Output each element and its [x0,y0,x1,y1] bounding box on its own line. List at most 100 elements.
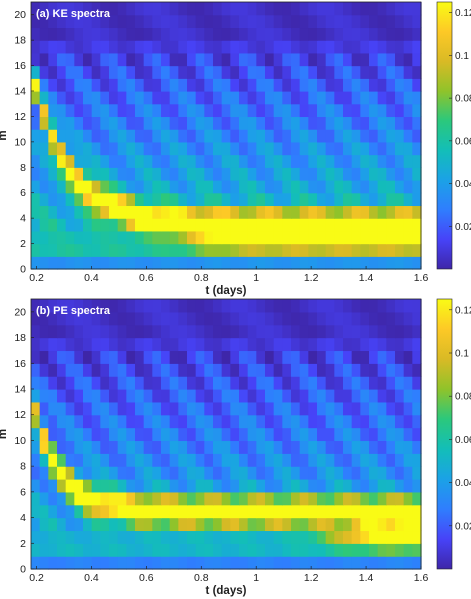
heatmap-cell [377,376,387,390]
heatmap-cell [282,337,292,352]
heatmap-cell [308,414,318,429]
heatmap-cell [187,52,197,67]
heatmap-cell [74,556,84,570]
heatmap-cell [369,376,379,390]
heatmap-cell [343,491,353,506]
heatmap-cell [169,427,179,442]
heatmap-cell [369,243,379,257]
heatmap-cell [360,78,370,92]
heatmap-cell [161,311,171,326]
heatmap-cell [334,230,344,245]
heatmap-cell [65,65,75,79]
heatmap-cell [317,205,327,219]
heatmap-cell [273,337,283,352]
heatmap-cell [152,299,162,313]
heatmap-cell [100,299,110,313]
heatmap-cell [291,14,301,29]
heatmap-cell [265,230,275,245]
heatmap-cell [152,556,162,570]
heatmap-cell [204,479,214,493]
heatmap-cell [135,78,145,92]
heatmap-cell [325,141,335,156]
heatmap-cell [273,218,283,232]
heatmap-cell [221,129,231,143]
heatmap-cell [221,350,231,364]
heatmap-cell [265,14,275,29]
heatmap-cell [351,389,361,403]
heatmap-cell [100,543,110,557]
heatmap-cell [239,543,249,557]
heatmap-cell [195,479,205,493]
heatmap-cell [343,311,353,326]
heatmap-cell [282,543,292,557]
heatmap-cell [161,324,171,339]
heatmap-cell [343,27,353,41]
heatmap-cell [395,517,405,532]
heatmap-cell [48,154,58,168]
heatmap-cell [91,363,101,377]
heatmap-cell [48,256,58,270]
heatmap-cell [282,491,292,506]
heatmap-cell [126,78,136,92]
heatmap-cell [395,52,405,67]
heatmap-cell [100,167,110,181]
heatmap-cell [369,414,379,429]
heatmap-cell [360,243,370,257]
heatmap-cell [351,414,361,429]
heatmap-cell [31,167,41,181]
heatmap-cell [57,78,67,92]
pe-y-axis-label: m [0,429,9,439]
heatmap-cell [273,243,283,257]
heatmap-cell [369,180,379,194]
x-tick-label: 0.2 [29,572,44,584]
heatmap-cell [152,440,162,454]
heatmap-cell [343,192,353,207]
heatmap-cell [239,311,249,326]
heatmap-cell [334,256,344,270]
heatmap-cell [299,129,309,143]
heatmap-cell [291,91,301,105]
heatmap-cell [83,40,93,54]
heatmap-cell [204,517,214,532]
heatmap-cell [213,14,223,29]
heatmap-cell [74,78,84,92]
heatmap-cell [213,401,223,416]
heatmap-cell [178,324,188,339]
heatmap-cell [204,129,214,143]
heatmap-cell [109,337,119,352]
heatmap-cell [403,299,413,313]
heatmap-cell [204,116,214,130]
heatmap-cell [256,27,266,41]
heatmap-cell [195,65,205,79]
heatmap-cell [152,479,162,493]
heatmap-cell [351,116,361,130]
heatmap-cell [48,389,58,403]
heatmap-cell [291,218,301,232]
pe-colorbar-ticks: 0.020.040.060.080.10.12 [449,305,471,532]
colorbar-tick-label: 0.04 [455,478,471,489]
heatmap-cell [360,376,370,390]
heatmap-cell [351,2,361,16]
heatmap-cell [109,389,119,403]
heatmap-cell [117,230,127,245]
heatmap-cell [195,401,205,416]
heatmap-cell [403,103,413,118]
heatmap-cell [117,14,127,29]
heatmap-cell [412,543,422,557]
heatmap-cell [117,517,127,532]
heatmap-cell [377,180,387,194]
x-tick-label: 0.6 [139,272,154,284]
y-tick-label: 0 [20,264,26,276]
heatmap-cell [169,543,179,557]
heatmap-cell [65,401,75,416]
heatmap-cell [291,141,301,156]
heatmap-cell [213,504,223,519]
heatmap-cell [395,180,405,194]
heatmap-cell [291,543,301,557]
heatmap-cell [265,52,275,67]
heatmap-cell [143,491,153,506]
heatmap-cell [386,466,396,480]
heatmap-cell [100,65,110,79]
heatmap-cell [57,376,67,390]
heatmap-cell [308,389,318,403]
